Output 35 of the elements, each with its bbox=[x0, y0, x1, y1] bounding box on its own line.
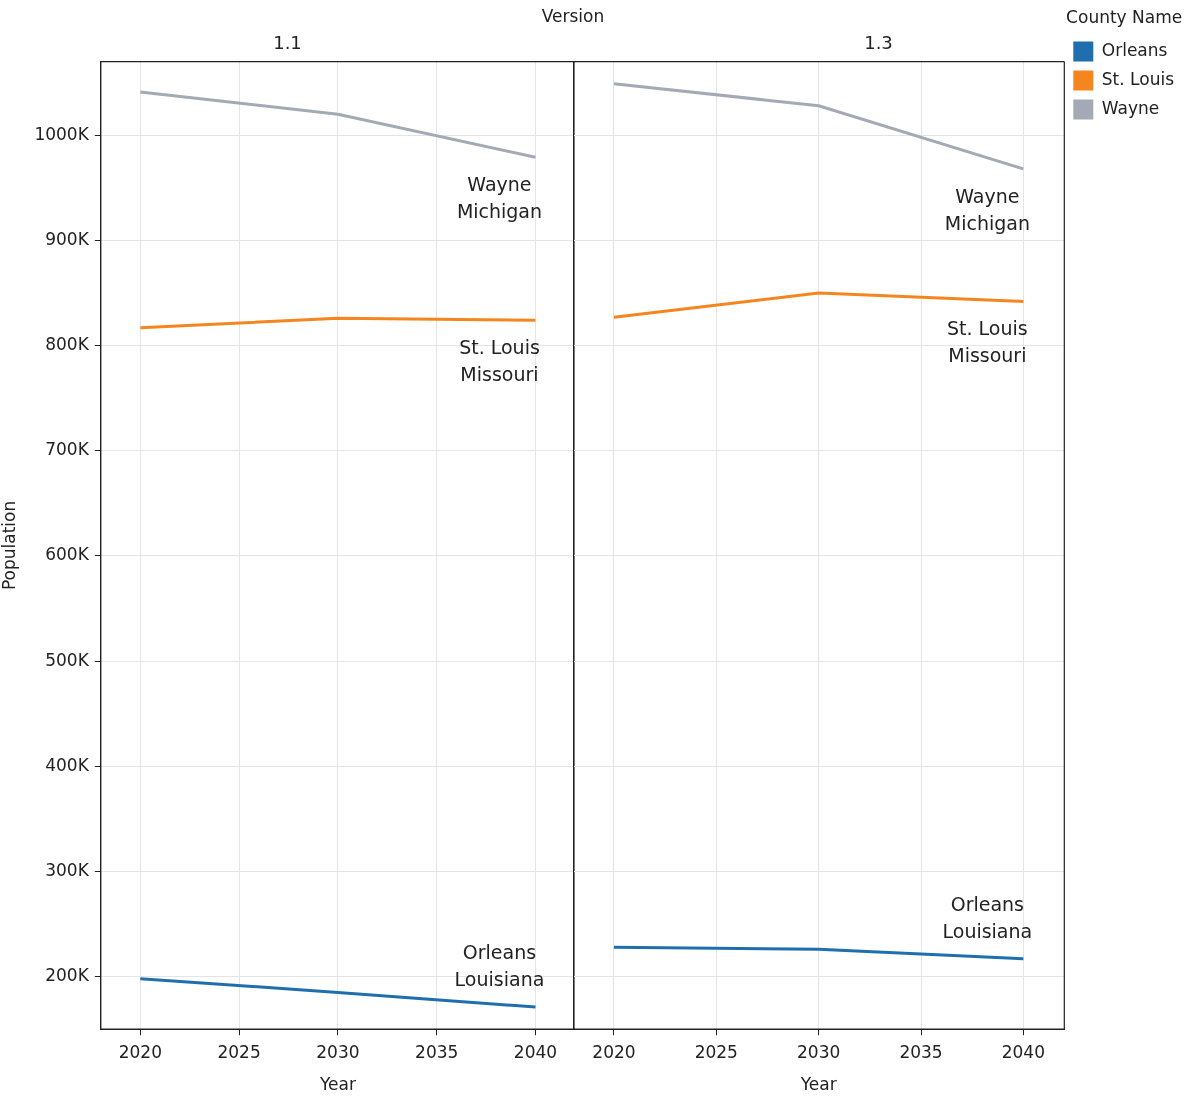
x-tick-label: 2040 bbox=[1001, 1041, 1045, 1062]
legend-label: Orleans bbox=[1101, 39, 1168, 60]
annotation: St. Louis Missouri bbox=[946, 316, 1029, 369]
y-axis-title: Population bbox=[0, 500, 19, 591]
y-tick-label: 1000K bbox=[34, 123, 90, 144]
y-tick-label: 900K bbox=[45, 228, 90, 249]
x-tick-label: 2030 bbox=[316, 1041, 360, 1062]
annotation: St. Louis Missouri bbox=[458, 335, 541, 388]
x-axis-title: Year bbox=[318, 1074, 356, 1095]
y-tick-label: 800K bbox=[45, 333, 90, 354]
x-tick-label: 2020 bbox=[592, 1041, 636, 1062]
annotation: Wayne Michigan bbox=[943, 183, 1031, 236]
text: Version bbox=[540, 6, 606, 26]
y-tick-label: 400K bbox=[45, 754, 90, 775]
y-tick-label: 600K bbox=[45, 544, 90, 565]
legend-title: County Name bbox=[1066, 6, 1183, 27]
x-tick-label: 2020 bbox=[118, 1041, 162, 1062]
x-tick-label: 2025 bbox=[217, 1041, 261, 1062]
annotation: Wayne Michigan bbox=[455, 172, 544, 225]
x-tick-label: 2035 bbox=[899, 1041, 943, 1062]
x-tick-label: 2025 bbox=[694, 1041, 738, 1062]
chart-title: 1.1 bbox=[273, 32, 302, 54]
x-tick-label: 2040 bbox=[513, 1041, 558, 1062]
annotation: Orleans Louisiana bbox=[941, 891, 1034, 944]
legend-label: Wayne bbox=[1101, 97, 1160, 118]
y-tick-label: 300K bbox=[45, 859, 90, 880]
annotation: Orleans Louisiana bbox=[453, 940, 546, 993]
y-tick-label: 500K bbox=[45, 649, 90, 670]
legend-label: St. Louis bbox=[1101, 68, 1175, 89]
x-tick-label: 2030 bbox=[797, 1041, 841, 1062]
y-tick-label: 200K bbox=[45, 965, 90, 986]
chart-title: 1.3 bbox=[864, 32, 893, 54]
x-axis-title: Year bbox=[799, 1074, 837, 1095]
x-tick-label: 2035 bbox=[415, 1041, 459, 1062]
y-tick-label: 700K bbox=[45, 439, 90, 460]
